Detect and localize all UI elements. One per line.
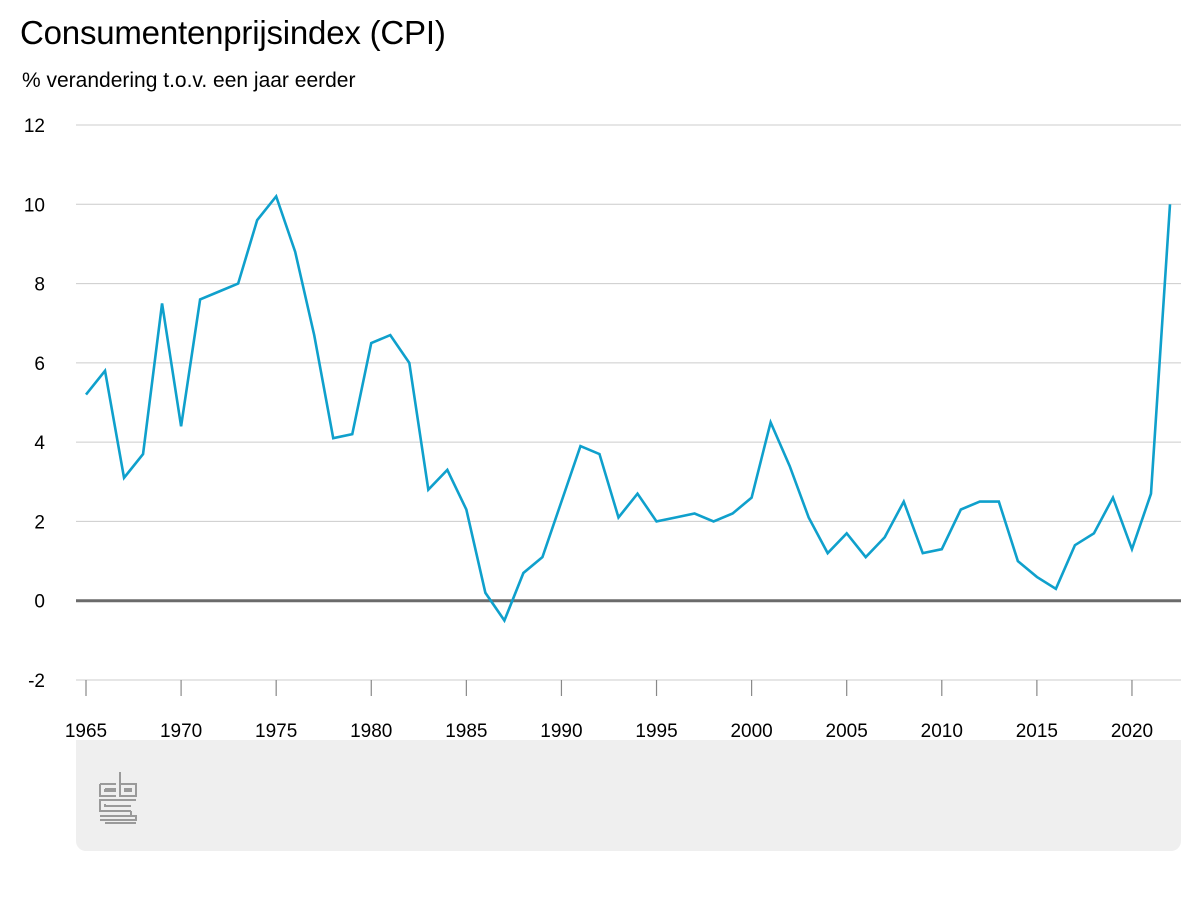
- chart-subtitle: % verandering t.o.v. een jaar eerder: [22, 69, 356, 92]
- data-point: [387, 332, 393, 338]
- data-point: [806, 514, 812, 520]
- data-point: [654, 518, 660, 524]
- data-point: [482, 590, 488, 596]
- chart-footer: [76, 740, 1181, 851]
- data-point: [730, 511, 736, 517]
- data-point: [311, 332, 317, 338]
- x-tick-label: 2005: [826, 721, 868, 742]
- data-point: [615, 514, 621, 520]
- y-axis-ticks: -2 0 2 4 6 8 10 12: [24, 116, 46, 692]
- x-tick-label: 1975: [255, 721, 297, 742]
- data-point: [254, 217, 260, 223]
- data-point: [1167, 201, 1173, 207]
- data-point: [406, 360, 412, 366]
- x-tick-label: 2015: [1016, 721, 1058, 742]
- data-point: [596, 451, 602, 457]
- data-point: [539, 554, 545, 560]
- data-point: [102, 368, 108, 374]
- data-point: [692, 511, 698, 517]
- data-point: [1091, 530, 1097, 536]
- data-point: [844, 530, 850, 536]
- data-point: [996, 499, 1002, 505]
- data-point: [349, 431, 355, 437]
- chart-title: Consumentenprijsindex (CPI): [20, 14, 446, 51]
- y-tick-label: 6: [34, 354, 45, 375]
- x-tick-label: 1980: [350, 721, 392, 742]
- x-tick-label: 1995: [635, 721, 677, 742]
- data-point: [1129, 546, 1135, 552]
- data-point: [977, 499, 983, 505]
- x-tick-label: 2010: [921, 721, 963, 742]
- data-point: [825, 550, 831, 556]
- data-point: [958, 507, 964, 513]
- series-layer: [83, 193, 1173, 624]
- y-tick-label: 0: [34, 592, 45, 613]
- series-line: [84, 193, 1172, 624]
- data-point: [749, 495, 755, 501]
- data-point: [863, 554, 869, 560]
- grid-lines: [76, 124, 1181, 681]
- y-tick-label: -2: [28, 671, 45, 692]
- data-point: [901, 499, 907, 505]
- y-tick-label: 4: [34, 433, 45, 454]
- data-point: [178, 423, 184, 429]
- data-point: [558, 499, 564, 505]
- data-point: [635, 491, 641, 497]
- data-point: [330, 435, 336, 441]
- data-point: [1110, 495, 1116, 501]
- data-point: [140, 451, 146, 457]
- data-point: [197, 296, 203, 302]
- data-point: [159, 300, 165, 306]
- data-point: [444, 467, 450, 473]
- data-point: [577, 443, 583, 449]
- data-point: [463, 507, 469, 513]
- x-tick-label: 2020: [1111, 721, 1153, 742]
- data-point: [939, 546, 945, 552]
- x-tick-label: 1970: [160, 721, 202, 742]
- data-point: [920, 550, 926, 556]
- x-axis-ticks: 1965 1970 1975 1980 1985 1990 1995 2000 2005 2010…: [65, 680, 1153, 742]
- data-point: [1034, 574, 1040, 580]
- data-point: [235, 281, 241, 287]
- data-point: [673, 514, 679, 520]
- data-point: [368, 340, 374, 346]
- y-tick-label: 2: [34, 512, 45, 533]
- data-point: [520, 570, 526, 576]
- data-point: [292, 249, 298, 255]
- y-tick-label: 8: [34, 275, 45, 296]
- x-tick-label: 2000: [730, 721, 772, 742]
- data-point: [1072, 542, 1078, 548]
- x-tick-label: 1985: [445, 721, 487, 742]
- x-tick-label: 1965: [65, 721, 107, 742]
- data-point: [83, 392, 89, 398]
- data-point: [273, 193, 279, 199]
- data-point: [501, 618, 507, 624]
- data-point: [1053, 586, 1059, 592]
- x-tick-label: 1990: [540, 721, 582, 742]
- y-tick-label: 10: [24, 195, 45, 216]
- data-point: [882, 534, 888, 540]
- y-tick-label: 12: [24, 116, 45, 137]
- data-point: [216, 289, 222, 295]
- data-point: [1148, 491, 1154, 497]
- data-point: [121, 475, 127, 481]
- data-point: [425, 487, 431, 493]
- data-point: [1015, 558, 1021, 564]
- data-point: [711, 518, 717, 524]
- data-point: [787, 463, 793, 469]
- cbs-logo-icon: [99, 772, 137, 824]
- data-point: [768, 419, 774, 425]
